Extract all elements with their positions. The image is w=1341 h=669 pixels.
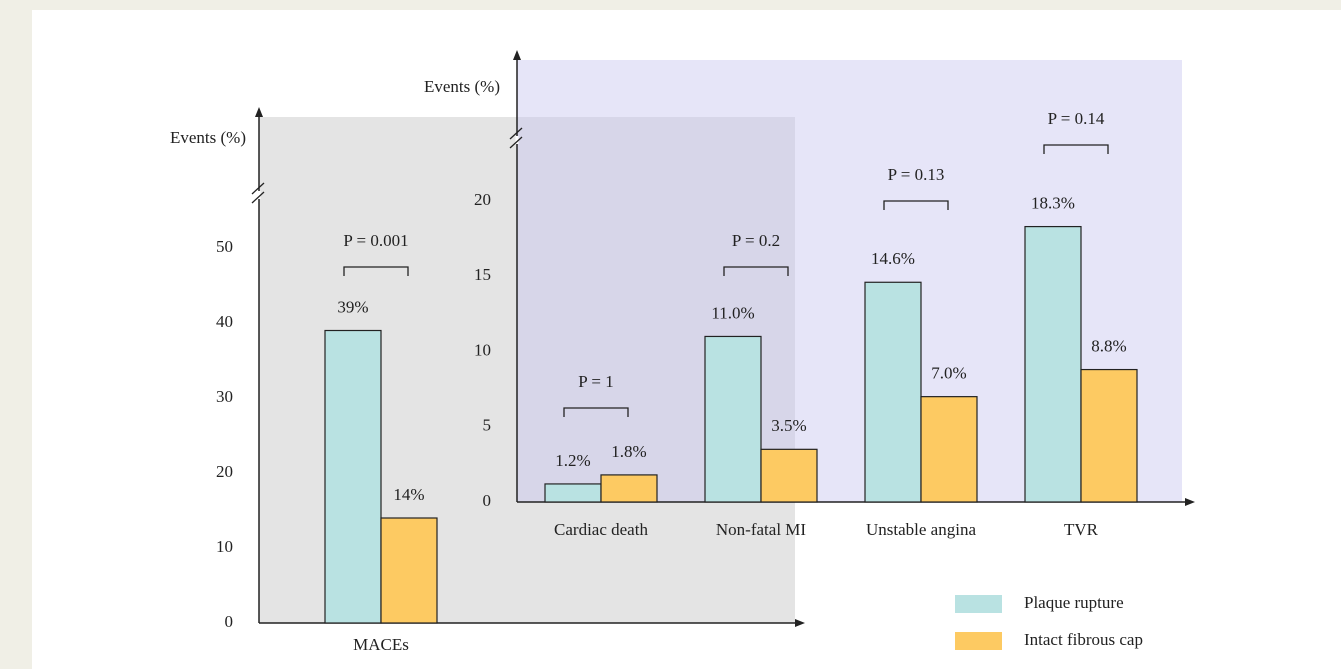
value-label: 11.0%: [711, 303, 754, 322]
p-bracket: [723, 266, 789, 276]
y-tick-label: 40: [216, 312, 233, 331]
value-label: 14.6%: [871, 249, 915, 268]
y-tick-label: 10: [474, 340, 491, 359]
value-label: 39%: [337, 297, 368, 316]
y-tick-label: 50: [216, 237, 233, 256]
bar: [704, 335, 762, 503]
value-label: 3.5%: [771, 416, 806, 435]
x-tick-label: Non-fatal MI: [716, 520, 807, 539]
y-tick-label: 30: [216, 387, 233, 406]
y-tick-label: 10: [216, 537, 233, 556]
p-bracket: [1043, 144, 1109, 154]
bar: [380, 517, 438, 624]
p-bracket: [563, 407, 629, 417]
bar: [324, 329, 382, 624]
x-tick-label: Unstable angina: [866, 520, 976, 539]
y-axis-label: Events (%): [424, 77, 500, 96]
y-tick-label: 20: [474, 190, 491, 209]
p-bracket: [883, 200, 949, 210]
p-value: P = 1: [578, 372, 613, 391]
x-axis-arrow: [795, 619, 805, 627]
legend-label: Intact fibrous cap: [1024, 630, 1143, 649]
y-axis-label: Events (%): [170, 128, 246, 147]
legend-label: Plaque rupture: [1024, 593, 1124, 612]
x-axis-arrow: [1185, 498, 1195, 506]
axis-break: [509, 136, 523, 149]
value-label: 8.8%: [1091, 336, 1126, 355]
p-value: P = 0.14: [1048, 109, 1105, 128]
legend-swatch: [955, 595, 1002, 613]
bar: [1024, 225, 1082, 503]
value-label: 7.0%: [931, 364, 966, 383]
y-axis-arrow: [255, 107, 263, 117]
axis-break: [251, 182, 265, 195]
y-axis-arrow: [513, 50, 521, 60]
y-tick-label: 20: [216, 462, 233, 481]
axis-break: [251, 191, 265, 204]
bar: [600, 474, 658, 503]
p-value: P = 0.13: [888, 165, 945, 184]
value-label: 1.8%: [611, 442, 646, 461]
y-tick-label: 0: [225, 612, 234, 631]
x-tick-label: TVR: [1064, 520, 1099, 539]
x-tick-label: MACEs: [353, 635, 409, 654]
legend-swatch: [955, 632, 1002, 650]
value-label: 14%: [393, 485, 424, 504]
bar: [864, 281, 922, 503]
axis-break: [509, 127, 523, 140]
bar: [920, 396, 978, 503]
bar: [544, 483, 602, 503]
p-value: P = 0.2: [732, 231, 780, 250]
value-label: 1.2%: [555, 451, 590, 470]
bar: [760, 448, 818, 503]
value-label: 18.3%: [1031, 193, 1075, 212]
y-tick-label: 15: [474, 265, 491, 284]
p-bracket: [343, 266, 409, 276]
p-value: P = 0.001: [343, 231, 408, 250]
bar: [1080, 368, 1138, 503]
y-tick-label: 0: [483, 491, 492, 510]
x-tick-label: Cardiac death: [554, 520, 648, 539]
y-tick-label: 5: [483, 416, 492, 435]
